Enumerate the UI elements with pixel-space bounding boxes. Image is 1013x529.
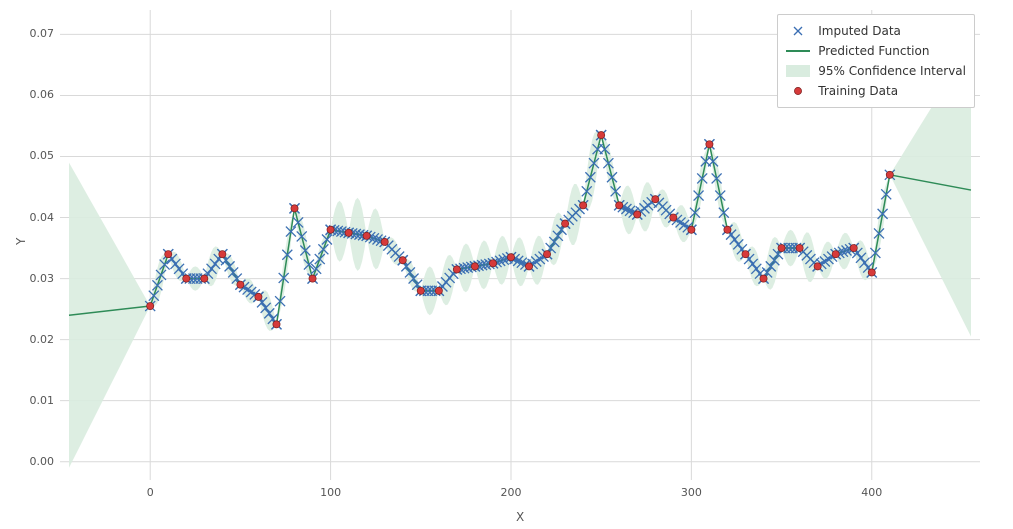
y-tick-label: 0.04 bbox=[14, 211, 54, 224]
x-tick-label: 400 bbox=[857, 486, 887, 499]
y-tick-label: 0.02 bbox=[14, 333, 54, 346]
x-tick-label: 0 bbox=[135, 486, 165, 499]
legend-item-band: 95% Confidence Interval bbox=[786, 61, 966, 81]
x-tick-label: 300 bbox=[676, 486, 706, 499]
legend: Imputed Data Predicted Function 95% Conf… bbox=[777, 14, 975, 108]
y-tick-label: 0.05 bbox=[14, 149, 54, 162]
x-tick-label: 200 bbox=[496, 486, 526, 499]
y-tick-label: 0.01 bbox=[14, 394, 54, 407]
x-axis-label: X bbox=[516, 510, 524, 524]
x-marker-icon bbox=[786, 23, 810, 39]
chart-container: Y X 0 100 200 300 400 0.00 0.01 0.02 0.03 0.04 0.… bbox=[0, 0, 1013, 529]
y-tick-label: 0.07 bbox=[14, 27, 54, 40]
legend-label: Training Data bbox=[818, 84, 898, 98]
legend-label: Imputed Data bbox=[818, 24, 901, 38]
dot-icon bbox=[786, 83, 810, 99]
y-tick-label: 0.06 bbox=[14, 88, 54, 101]
y-axis-label: Y bbox=[14, 238, 28, 245]
legend-item-predicted: Predicted Function bbox=[786, 41, 966, 61]
legend-label: 95% Confidence Interval bbox=[818, 64, 966, 78]
patch-icon bbox=[786, 63, 810, 79]
line-icon bbox=[786, 43, 810, 59]
x-tick-label: 100 bbox=[316, 486, 346, 499]
legend-item-training: Training Data bbox=[786, 81, 966, 101]
legend-label: Predicted Function bbox=[818, 44, 929, 58]
y-tick-label: 0.00 bbox=[14, 455, 54, 468]
legend-item-imputed: Imputed Data bbox=[786, 21, 966, 41]
y-tick-label: 0.03 bbox=[14, 272, 54, 285]
